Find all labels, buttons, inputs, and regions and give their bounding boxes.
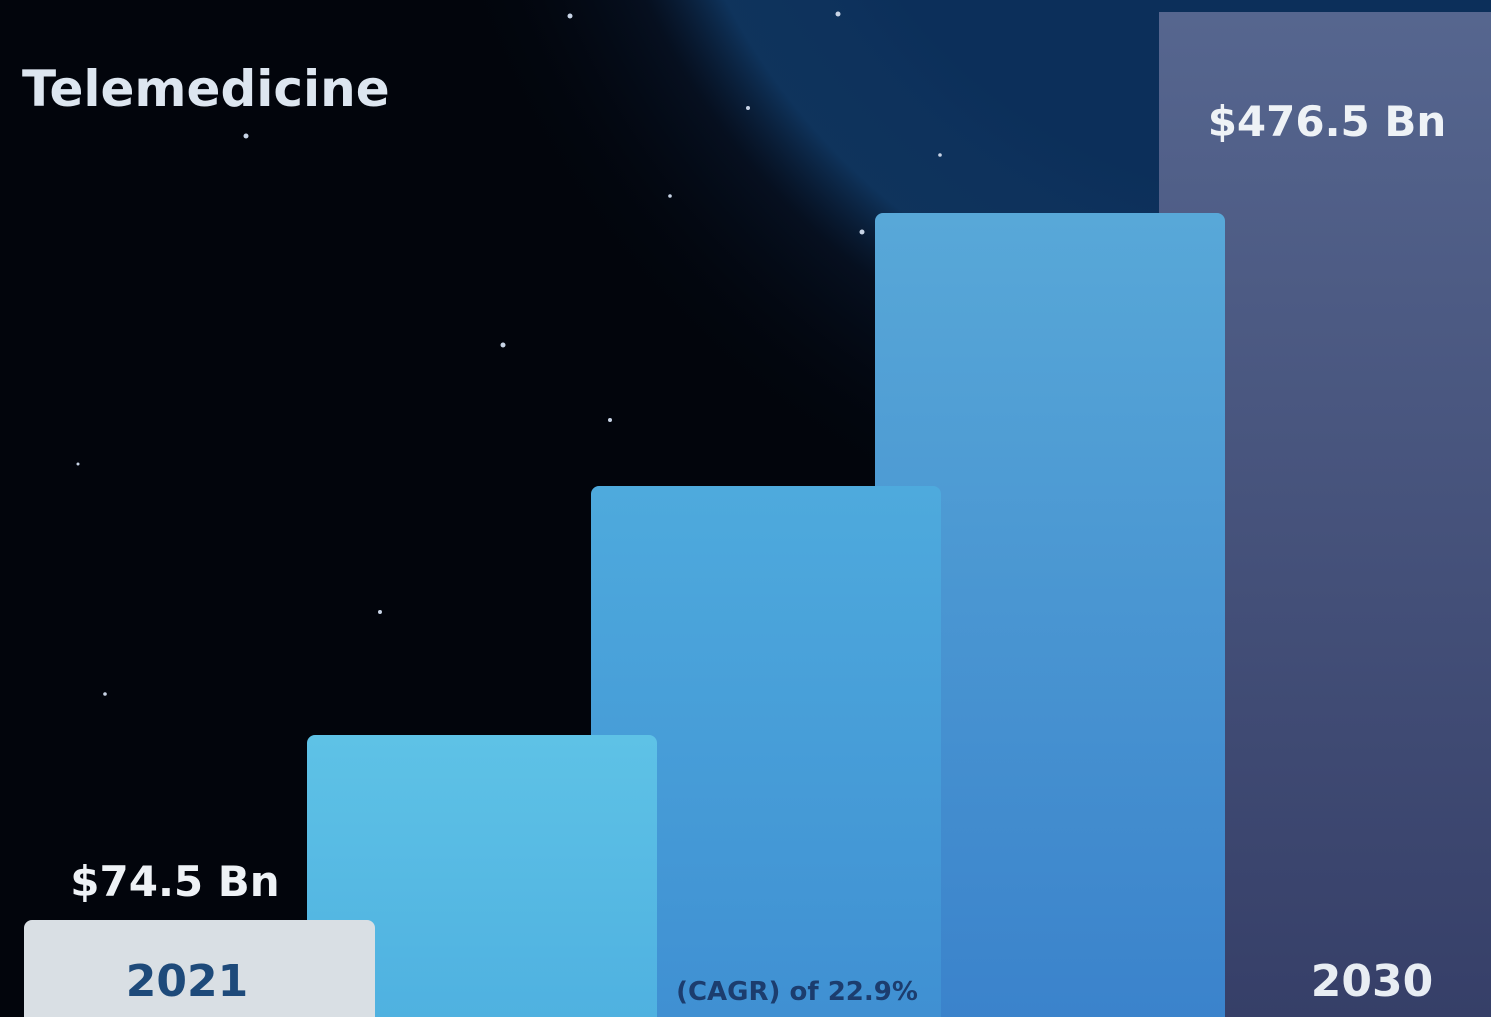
page: Telemedicine $74.5 Bn 2021 $476.5 Bn 203… — [0, 0, 1491, 1017]
end-year: 2030 — [1311, 956, 1433, 1007]
title: Telemedicine — [22, 60, 390, 118]
end-value: $476.5 Bn — [1208, 97, 1447, 146]
growth-note: (CAGR) of 22.9% — [676, 977, 918, 1007]
start-year: 2021 — [126, 956, 248, 1007]
infographic: Telemedicine $74.5 Bn 2021 $476.5 Bn 203… — [0, 0, 1491, 1017]
start-value: $74.5 Bn — [70, 857, 279, 906]
